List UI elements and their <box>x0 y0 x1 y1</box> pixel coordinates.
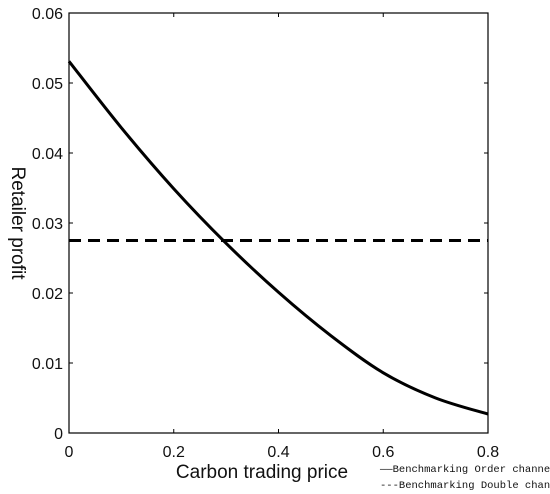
x-axis-ticks: 0 0.2 0.4 0.6 0.8 <box>65 13 499 461</box>
y-tick-label: 0.01 <box>32 356 63 373</box>
x-tick-label: 0.4 <box>267 444 289 461</box>
x-tick-label: 0.2 <box>163 444 185 461</box>
x-tick-label: 0.8 <box>477 444 499 461</box>
y-tick-label: 0.04 <box>32 146 63 163</box>
legend-entry-double: ---Benchmarking Double channel <box>380 480 550 492</box>
series-layer <box>67 60 489 416</box>
x-tick-label: 0.6 <box>372 444 394 461</box>
series-line-order-channel <box>67 60 489 416</box>
legend-entry-order: ——Benchmarking Order channel <box>379 464 550 476</box>
y-tick-label: 0.02 <box>32 286 63 303</box>
y-tick-label: 0.05 <box>32 76 63 93</box>
y-axis-ticks: 0 0.01 0.02 0.03 0.04 0.05 0.06 <box>32 6 488 443</box>
y-tick-label: 0 <box>54 426 63 443</box>
plot-area <box>68 12 489 434</box>
y-tick-label: 0.06 <box>32 6 63 23</box>
x-tick-label: 0 <box>65 444 74 461</box>
x-axis-title: Carbon trading price <box>176 462 348 483</box>
y-tick-label: 0.03 <box>32 216 63 233</box>
y-axis-title: Retailer profit <box>7 167 28 281</box>
